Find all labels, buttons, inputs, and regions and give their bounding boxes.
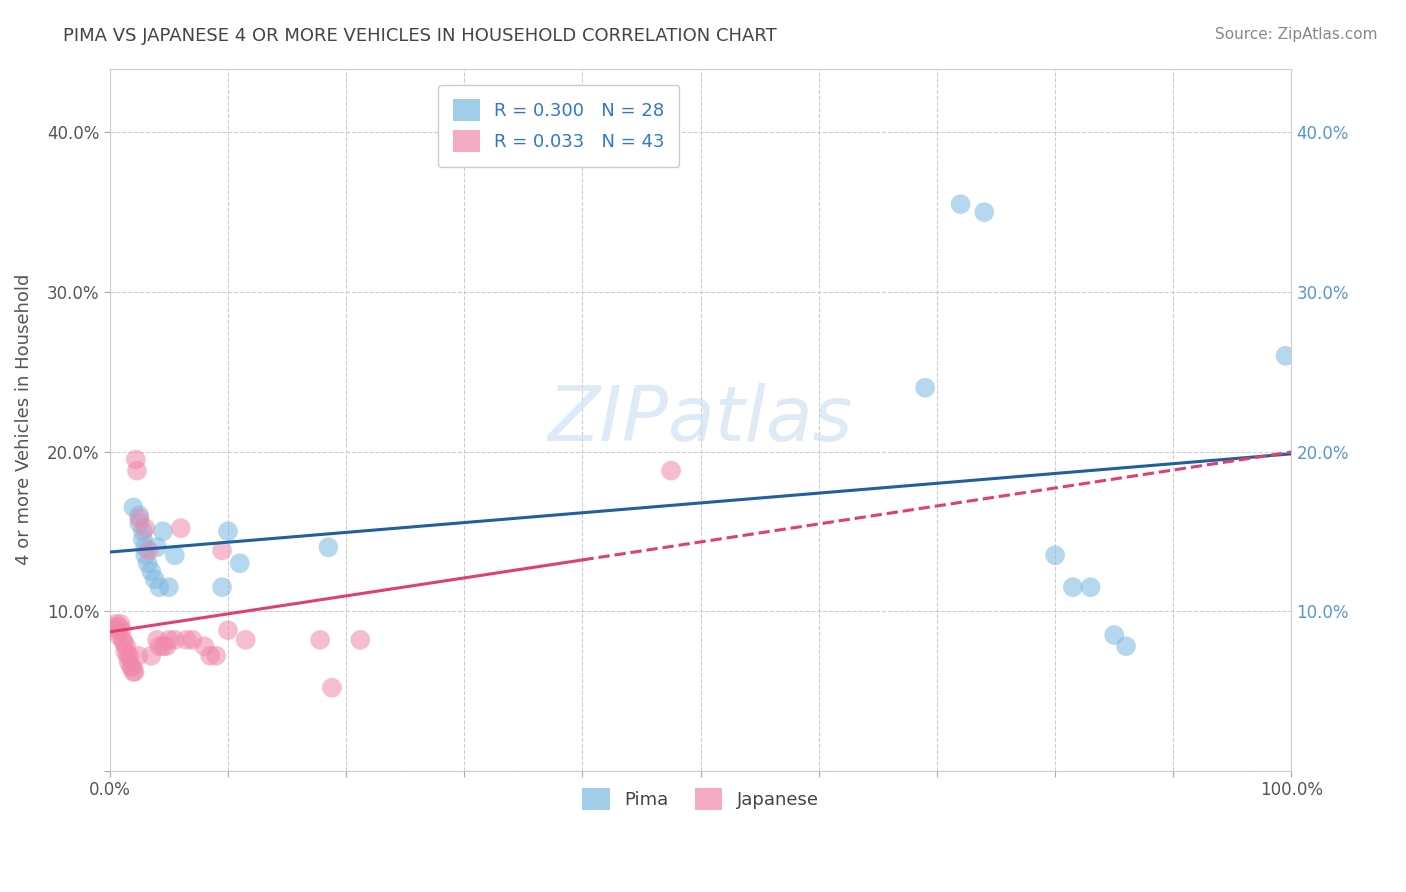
- Point: [128, 508, 150, 523]
- Point: [104, 616, 127, 631]
- Point: [163, 632, 186, 647]
- Point: [103, 620, 125, 634]
- Point: [110, 616, 132, 631]
- Point: [136, 556, 159, 570]
- Point: [211, 543, 233, 558]
- Point: [152, 524, 174, 539]
- Point: [1102, 628, 1125, 642]
- Point: [229, 556, 252, 570]
- Point: [200, 648, 222, 663]
- Point: [114, 644, 136, 658]
- Point: [217, 524, 239, 539]
- Y-axis label: 4 or more Vehicles in Household: 4 or more Vehicles in Household: [15, 274, 32, 566]
- Point: [134, 541, 156, 555]
- Point: [124, 665, 146, 679]
- Point: [148, 580, 170, 594]
- Text: Source: ZipAtlas.com: Source: ZipAtlas.com: [1215, 27, 1378, 42]
- Point: [949, 197, 972, 211]
- Point: [914, 381, 936, 395]
- Point: [120, 660, 142, 674]
- Point: [163, 548, 186, 562]
- Point: [217, 624, 239, 638]
- Point: [121, 660, 143, 674]
- Point: [112, 636, 135, 650]
- Point: [105, 624, 128, 638]
- Point: [122, 665, 145, 679]
- Point: [157, 632, 180, 647]
- Point: [122, 500, 145, 515]
- Point: [118, 648, 141, 663]
- Point: [1062, 580, 1084, 594]
- Point: [170, 521, 193, 535]
- Point: [1274, 349, 1296, 363]
- Point: [117, 648, 139, 663]
- Point: [157, 580, 180, 594]
- Point: [318, 541, 340, 555]
- Point: [1043, 548, 1066, 562]
- Point: [128, 511, 150, 525]
- Point: [659, 464, 682, 478]
- Legend: Pima, Japanese: Pima, Japanese: [568, 774, 834, 825]
- Point: [146, 541, 169, 555]
- Point: [205, 648, 228, 663]
- Point: [155, 639, 177, 653]
- Point: [132, 524, 155, 539]
- Point: [1080, 580, 1102, 594]
- Point: [152, 639, 174, 653]
- Point: [141, 564, 163, 578]
- Point: [973, 205, 995, 219]
- Point: [141, 648, 163, 663]
- Point: [148, 639, 170, 653]
- Point: [125, 464, 148, 478]
- Point: [146, 632, 169, 647]
- Point: [211, 580, 233, 594]
- Point: [143, 572, 166, 586]
- Point: [193, 639, 215, 653]
- Point: [125, 452, 148, 467]
- Point: [138, 543, 160, 558]
- Point: [111, 624, 134, 638]
- Text: PIMA VS JAPANESE 4 OR MORE VEHICLES IN HOUSEHOLD CORRELATION CHART: PIMA VS JAPANESE 4 OR MORE VEHICLES IN H…: [63, 27, 778, 45]
- Point: [235, 632, 257, 647]
- Point: [176, 632, 198, 647]
- Point: [309, 632, 332, 647]
- Text: ZIPatlas: ZIPatlas: [548, 383, 853, 457]
- Point: [127, 648, 149, 663]
- Point: [118, 655, 141, 669]
- Point: [134, 521, 156, 535]
- Point: [181, 632, 204, 647]
- Point: [107, 628, 129, 642]
- Point: [1115, 639, 1137, 653]
- Point: [128, 516, 150, 531]
- Point: [115, 639, 138, 653]
- Point: [321, 681, 343, 695]
- Point: [111, 632, 134, 647]
- Point: [108, 620, 131, 634]
- Point: [132, 533, 155, 547]
- Point: [349, 632, 371, 647]
- Point: [134, 548, 156, 562]
